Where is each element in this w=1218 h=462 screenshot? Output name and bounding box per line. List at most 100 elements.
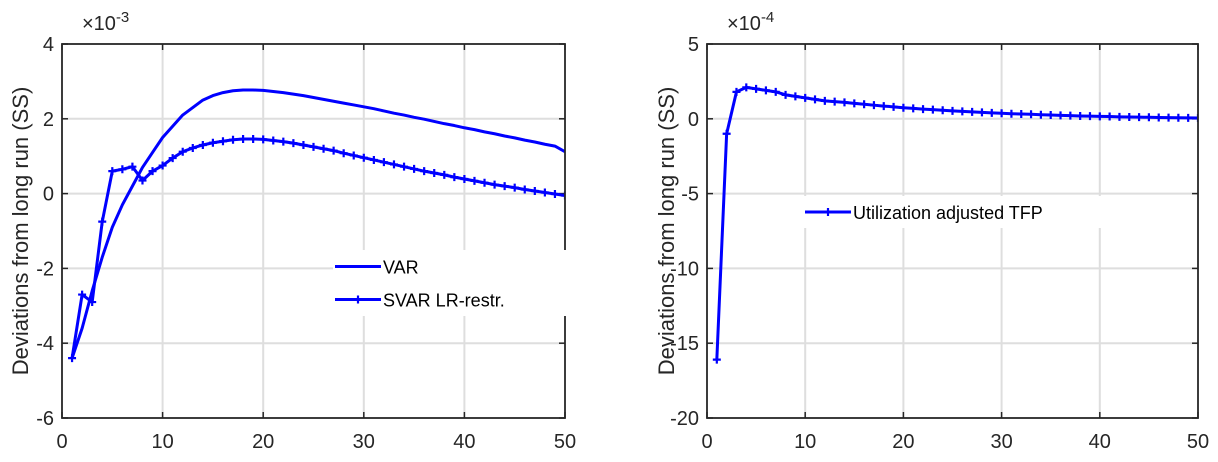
data-point-marker xyxy=(208,138,217,147)
data-point-marker xyxy=(470,176,479,185)
data-point-marker xyxy=(1194,114,1198,123)
data-point-marker xyxy=(400,162,409,171)
data-point-marker xyxy=(540,188,549,197)
data-point-marker xyxy=(997,109,1006,118)
data-point-marker xyxy=(742,83,751,92)
data-point-marker xyxy=(319,144,328,153)
data-point-marker xyxy=(850,99,859,108)
data-point-marker xyxy=(919,105,928,114)
data-point-marker xyxy=(889,102,898,111)
x-tick-label: 50 xyxy=(554,431,576,453)
data-point-marker xyxy=(1144,113,1153,122)
data-point-marker xyxy=(1095,112,1104,121)
data-point-marker xyxy=(279,137,288,146)
y-axis-label: Deviations from long run (SS) xyxy=(8,87,33,376)
legend: Utilization adjusted TFP xyxy=(803,196,1101,228)
axes-box xyxy=(706,43,1199,419)
y-axis-label: Deviations from long run (SS) xyxy=(654,87,679,376)
data-point-marker xyxy=(490,180,499,189)
x-tick-label: 0 xyxy=(56,431,67,453)
y-tick-label: -15 xyxy=(670,333,699,355)
data-point-marker xyxy=(98,217,107,226)
x-tick-label: 40 xyxy=(1089,431,1111,453)
data-point-marker xyxy=(269,136,278,145)
x-tick-label: 50 xyxy=(1187,431,1209,453)
data-point-marker xyxy=(249,134,258,143)
y-tick-label: 0 xyxy=(43,184,54,206)
y-tick-label: 4 xyxy=(43,34,54,56)
legend-marker xyxy=(824,208,832,216)
left-chart-panel: 0 10 20 30 40 50 -6 -4 -2 0 2 4 ×10-3 Deviations from… xyxy=(8,9,596,453)
y-tick-label: 5 xyxy=(688,34,699,56)
data-point-marker xyxy=(158,161,167,170)
y-tick-label: 0 xyxy=(688,109,699,131)
x-tick-label: 10 xyxy=(794,431,816,453)
data-point-marker xyxy=(1056,111,1065,120)
data-point-marker xyxy=(811,95,820,104)
data-point-marker xyxy=(218,137,227,146)
data-point-marker xyxy=(500,182,509,191)
data-point-marker xyxy=(128,162,137,171)
data-point-marker xyxy=(1135,113,1144,122)
data-point-marker xyxy=(879,102,888,111)
data-point-marker xyxy=(229,135,238,144)
y-tick-label: -20 xyxy=(670,408,699,430)
x-tick-label: 30 xyxy=(353,431,375,453)
right-chart-panel: 0 10 20 30 40 50 -20 -15 -10 -5 0 5 ×10-4 Deviations … xyxy=(654,9,1209,453)
data-point-marker xyxy=(389,160,398,169)
data-point-marker xyxy=(510,183,519,192)
data-point-marker xyxy=(928,105,937,114)
plot-area xyxy=(707,44,1198,418)
legend: VAR SVAR LR-restr. xyxy=(333,250,596,316)
legend-label: SVAR LR-restr. xyxy=(383,291,505,311)
data-point-marker xyxy=(938,106,947,115)
data-point-marker xyxy=(430,169,439,178)
data-point-marker xyxy=(1085,112,1094,121)
y-exponent-label: ×10-4 xyxy=(727,9,774,35)
data-point-marker xyxy=(148,167,157,176)
data-point-marker xyxy=(259,135,268,144)
plot-area xyxy=(62,44,565,418)
legend-label: VAR xyxy=(383,258,419,278)
data-point-marker xyxy=(791,92,800,101)
data-point-marker xyxy=(289,139,298,148)
data-point-marker xyxy=(339,149,348,158)
y-tick-label: -5 xyxy=(681,184,699,206)
data-point-marker xyxy=(239,134,248,143)
data-point-marker xyxy=(480,178,489,187)
data-point-marker xyxy=(108,167,117,176)
data-point-marker xyxy=(860,100,869,109)
data-point-marker xyxy=(410,164,419,173)
data-point-marker xyxy=(309,142,318,151)
data-point-marker xyxy=(830,97,839,106)
x-tick-label: 10 xyxy=(151,431,173,453)
data-point-marker xyxy=(1184,113,1193,122)
y-tick-label: 2 xyxy=(43,109,54,131)
x-tick-label: 30 xyxy=(990,431,1012,453)
data-point-marker xyxy=(761,86,770,95)
data-point-marker xyxy=(369,155,378,164)
data-point-marker xyxy=(68,354,77,363)
y-exponent-label: ×10-3 xyxy=(82,9,129,35)
legend-box xyxy=(333,250,596,316)
y-tick-label: -6 xyxy=(36,408,54,430)
y-tick-label: -10 xyxy=(670,258,699,280)
data-point-marker xyxy=(88,298,97,307)
axes-box xyxy=(61,43,566,419)
data-point-marker xyxy=(530,186,539,195)
data-point-marker xyxy=(78,290,87,299)
x-tick-label: 20 xyxy=(252,431,274,453)
data-point-marker xyxy=(561,191,565,200)
legend-marker xyxy=(354,295,362,304)
data-point-marker xyxy=(977,108,986,117)
data-point-marker xyxy=(440,170,449,179)
data-point-marker xyxy=(899,103,908,112)
data-point-marker xyxy=(550,189,559,198)
data-point-marker xyxy=(1164,113,1173,122)
data-point-marker xyxy=(1115,112,1124,121)
data-point-marker xyxy=(1046,111,1055,120)
data-point-marker xyxy=(1036,110,1045,119)
data-point-marker xyxy=(1105,112,1114,121)
data-point-marker xyxy=(820,96,829,105)
